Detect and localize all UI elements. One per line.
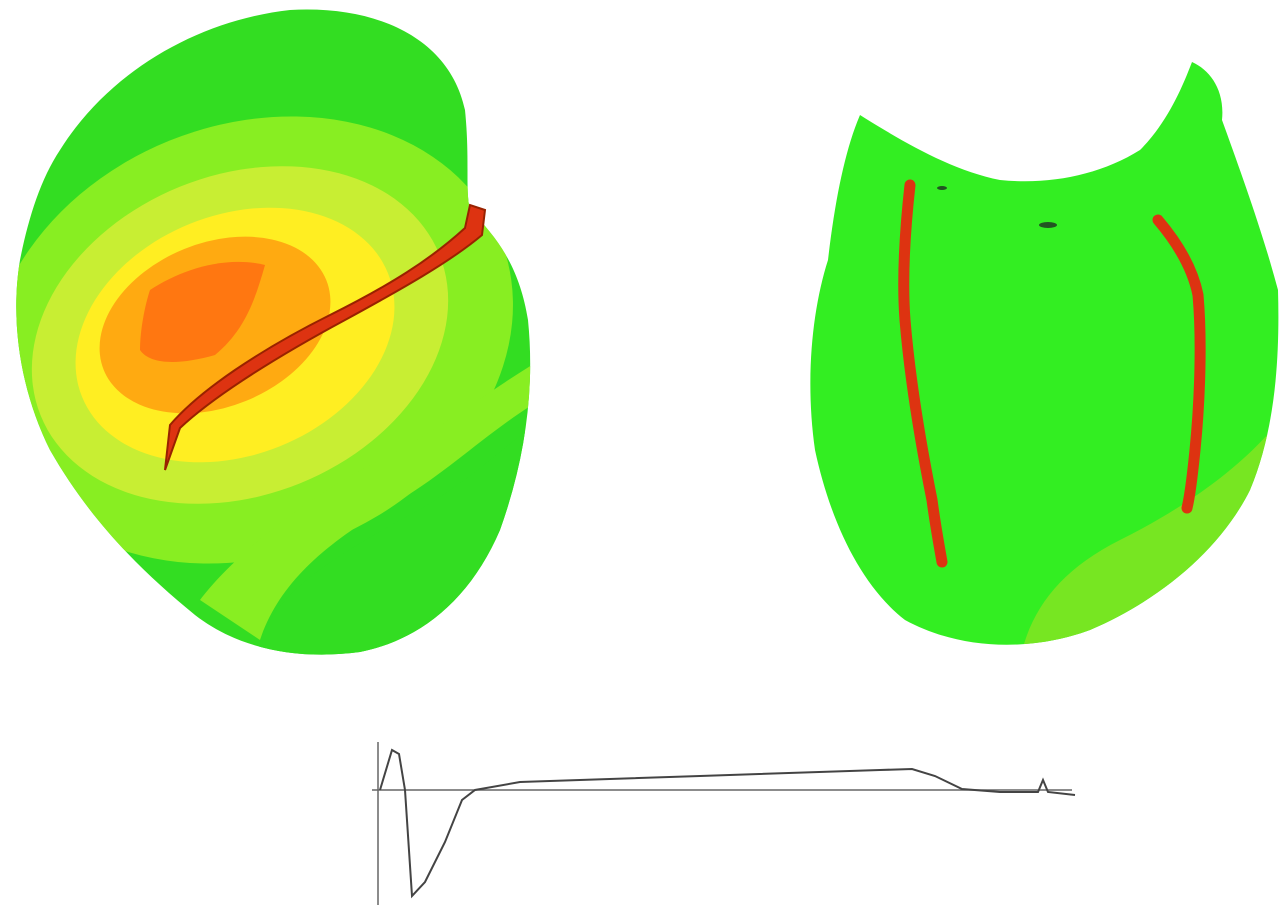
- mark: [937, 186, 947, 190]
- band-green: [800, 40, 1280, 660]
- signal-trace: [372, 742, 1075, 905]
- figure: [0, 0, 1280, 919]
- mark: [1039, 222, 1057, 228]
- page: [0, 0, 1280, 919]
- right-heart-map: [800, 40, 1280, 660]
- trace-line: [380, 750, 1075, 896]
